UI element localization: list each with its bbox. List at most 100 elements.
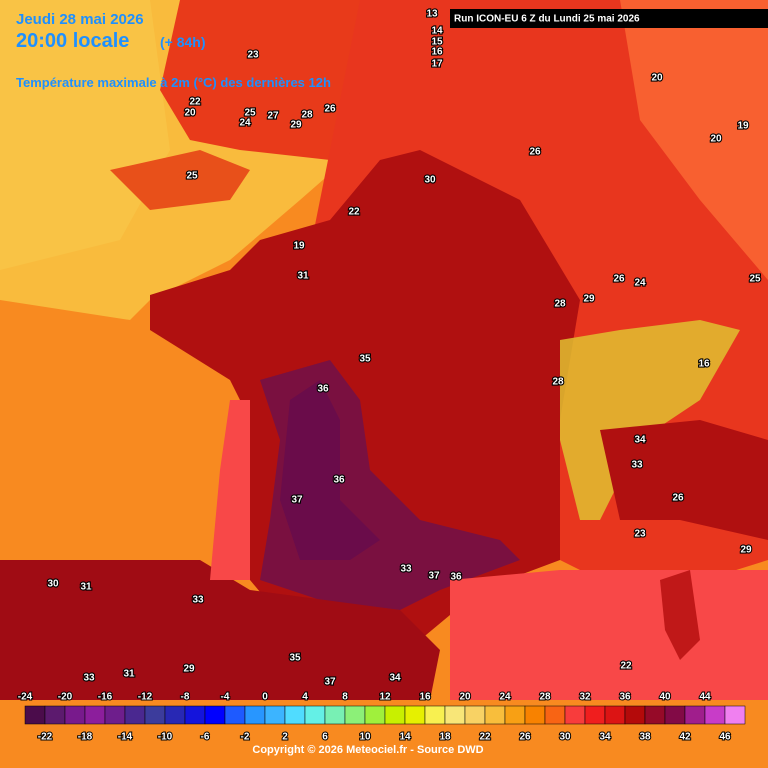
temperature-label: 15 (431, 37, 443, 48)
temperature-label: 20 (184, 108, 196, 119)
scale-label-bottom: 22 (479, 732, 491, 743)
scale-label-top: 28 (539, 692, 551, 703)
scale-swatch (224, 705, 246, 725)
scale-swatch (364, 705, 386, 725)
scale-swatch (324, 705, 346, 725)
color-scale: -24 -20 -16 -12 -8 -4 0 4 8 12 16 20 24 28 32 36 40 44-22… (17, 691, 746, 744)
scale-swatch (684, 705, 706, 725)
temperature-label: 26 (613, 274, 625, 285)
temperature-label: 16 (698, 359, 710, 370)
scale-swatch (484, 705, 506, 725)
temperature-label: 37 (291, 495, 303, 506)
scale-swatch (444, 705, 466, 725)
header-subtitle: Température maximale à 2m (°C) des derni… (16, 75, 331, 90)
scale-swatch (604, 705, 626, 725)
temperature-label: 30 (424, 175, 436, 186)
temperature-label: 30 (47, 579, 59, 590)
scale-label-top: 24 (499, 692, 511, 703)
scale-swatch (524, 705, 546, 725)
temperature-label: 31 (80, 582, 92, 593)
scale-swatch (124, 705, 146, 725)
scale-swatch (724, 705, 746, 725)
run-info: Run ICON-EU 6 Z du Lundi 25 mai 2026 (454, 14, 640, 25)
scale-label-top: -16 (98, 692, 113, 703)
header-date: Jeudi 28 mai 2026 (16, 11, 144, 28)
scale-label-bottom: 46 (719, 732, 731, 743)
temperature-label: 33 (400, 564, 412, 575)
temperature-label: 20 (710, 134, 722, 145)
scale-label-bottom: -14 (118, 732, 133, 743)
temperature-label: 33 (192, 595, 204, 606)
scale-swatch (244, 705, 266, 725)
temperature-label: 26 (324, 104, 336, 115)
temperature-label: 25 (186, 171, 198, 182)
scale-swatch (164, 705, 186, 725)
temperature-label: 28 (554, 299, 566, 310)
scale-label-top: -8 (181, 692, 190, 703)
temperature-label: 35 (359, 354, 371, 365)
scale-label-bottom: 38 (639, 732, 651, 743)
header-lead: (+ 84h) (160, 34, 206, 50)
temperature-label: 31 (297, 271, 309, 282)
scale-swatch (144, 705, 166, 725)
scale-label-top: 20 (459, 692, 471, 703)
temperature-label: 19 (737, 121, 749, 132)
scale-swatch (504, 705, 526, 725)
scale-label-bottom: 26 (519, 732, 531, 743)
scale-label-bottom: -2 (241, 732, 250, 743)
scale-label-top: 0 (262, 692, 268, 703)
scale-swatch (64, 705, 86, 725)
temperature-label: 31 (123, 669, 135, 680)
temperature-label: 13 (426, 9, 438, 20)
scale-swatch (104, 705, 126, 725)
temperature-label: 33 (631, 460, 643, 471)
temperature-label: 29 (290, 120, 302, 131)
scale-swatch (44, 705, 66, 725)
scale-swatch (284, 705, 306, 725)
scale-label-top: 4 (302, 692, 308, 703)
copyright: Copyright © 2026 Meteociel.fr - Source D… (252, 744, 483, 756)
scale-label-bottom: 6 (322, 732, 328, 743)
scale-label-bottom: 42 (679, 732, 691, 743)
temperature-label: 22 (348, 207, 360, 218)
scale-label-top: -4 (221, 692, 230, 703)
scale-swatch (344, 705, 366, 725)
scale-label-top: 36 (619, 692, 631, 703)
scale-swatch (544, 705, 566, 725)
temperature-label: 37 (324, 677, 336, 688)
scale-label-top: -12 (138, 692, 153, 703)
scale-label-top: 40 (659, 692, 671, 703)
scale-swatch (264, 705, 286, 725)
scale-label-top: 32 (579, 692, 591, 703)
temperature-label: 14 (431, 26, 443, 37)
temperature-label: 22 (620, 661, 632, 672)
scale-label-bottom: 10 (359, 732, 371, 743)
temperature-label: 25 (749, 274, 761, 285)
temperature-label: 26 (529, 147, 541, 158)
temperature-label: 33 (83, 673, 95, 684)
temperature-label: 29 (183, 664, 195, 675)
temperature-label: 28 (301, 110, 313, 121)
temperature-label: 29 (583, 294, 595, 305)
scale-label-bottom: 34 (599, 732, 611, 743)
temperature-label: 22 (189, 97, 201, 108)
temperature-label: 37 (428, 571, 440, 582)
scale-swatch (184, 705, 206, 725)
scale-swatch (564, 705, 586, 725)
scale-swatch (404, 705, 426, 725)
scale-label-top: -24 (18, 692, 33, 703)
scale-swatch (584, 705, 606, 725)
scale-swatch (24, 705, 46, 725)
temperature-label: 19 (293, 241, 305, 252)
temperature-label: 23 (247, 50, 259, 61)
scale-swatch (84, 705, 106, 725)
temperature-label: 28 (552, 377, 564, 388)
temperature-label: 36 (317, 384, 329, 395)
temperature-label: 24 (634, 278, 646, 289)
scale-swatch (204, 705, 226, 725)
